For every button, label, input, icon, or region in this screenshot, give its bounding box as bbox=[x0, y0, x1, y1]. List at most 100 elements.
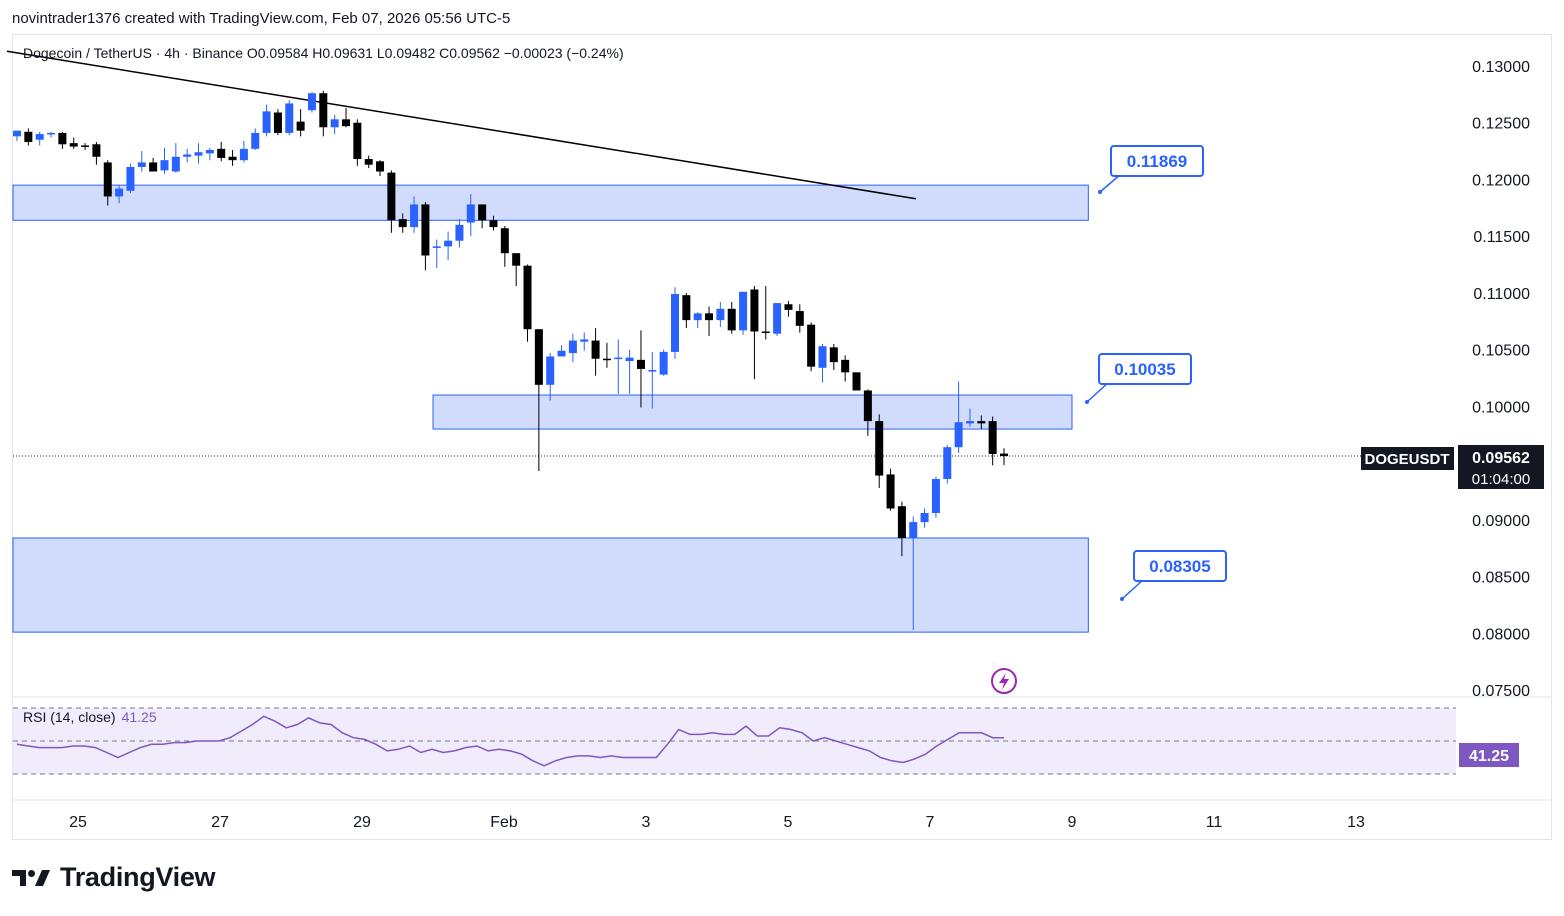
price-zone bbox=[12, 537, 1089, 633]
candle-body bbox=[693, 313, 702, 321]
y-tick-label: 0.10500 bbox=[1472, 343, 1530, 360]
candle-body bbox=[909, 522, 918, 538]
candle-body bbox=[1000, 453, 1008, 457]
candle-body bbox=[602, 358, 611, 361]
candle-body bbox=[319, 93, 328, 128]
candle-body bbox=[330, 119, 339, 128]
candle-body bbox=[818, 346, 827, 368]
candle-body bbox=[557, 350, 566, 357]
symbol-price-tag bbox=[1361, 447, 1454, 470]
candle-body bbox=[534, 329, 543, 385]
candle-body bbox=[636, 359, 645, 369]
candle-body bbox=[750, 289, 759, 332]
y-tick-label: 0.07500 bbox=[1472, 683, 1530, 700]
candle-body bbox=[591, 340, 600, 359]
candle-body bbox=[285, 103, 294, 133]
last-price-countdown: 01:04:00 bbox=[1472, 471, 1530, 488]
rsi-legend: RSI (14, close) 41.25 bbox=[23, 709, 157, 725]
symbol-price-tag-label: DOGEUSDT bbox=[1364, 451, 1449, 468]
callout-anchor bbox=[1098, 190, 1102, 194]
lightning-bolt-icon bbox=[999, 673, 1009, 690]
candle-body bbox=[920, 513, 929, 523]
candle-body bbox=[614, 357, 623, 360]
candle-body bbox=[988, 421, 997, 455]
candle-body bbox=[784, 304, 793, 310]
brand-name: TradingView bbox=[60, 862, 216, 892]
candle-body bbox=[126, 166, 135, 191]
candle-body bbox=[886, 474, 895, 509]
candle-body bbox=[183, 154, 192, 157]
rsi-value-tag bbox=[1459, 743, 1519, 767]
y-tick-label: 0.11500 bbox=[1473, 229, 1530, 246]
zone-label: 0.08305 bbox=[1149, 557, 1210, 576]
zone-label-box bbox=[1098, 353, 1192, 385]
price-zone bbox=[12, 184, 1089, 221]
candle-body bbox=[773, 303, 782, 334]
candle-body bbox=[81, 145, 90, 147]
candle-body bbox=[829, 347, 838, 363]
candle-body bbox=[512, 253, 521, 266]
zone-label-box bbox=[1133, 550, 1227, 582]
candle-body bbox=[671, 294, 679, 352]
candle-body bbox=[398, 219, 407, 228]
x-tick-label: 27 bbox=[211, 814, 229, 831]
candle-body bbox=[160, 160, 169, 171]
candle-body bbox=[489, 220, 498, 228]
candle-body bbox=[716, 308, 725, 321]
candle-body bbox=[943, 447, 952, 479]
candle-body bbox=[228, 156, 237, 161]
callout-pointer bbox=[1121, 578, 1145, 600]
y-tick-label: 0.12000 bbox=[1472, 172, 1530, 189]
callout-anchor bbox=[1120, 597, 1124, 601]
candle-body bbox=[58, 132, 67, 145]
candle-body bbox=[92, 144, 101, 157]
candle-body bbox=[421, 204, 430, 256]
callout-pointer bbox=[1086, 381, 1110, 403]
last-price-tag bbox=[1458, 445, 1544, 489]
tradingview-logo-icon bbox=[12, 869, 50, 886]
candle-body bbox=[239, 148, 248, 161]
candle-body bbox=[705, 313, 714, 321]
rsi-value: 41.25 bbox=[121, 709, 157, 725]
candle-body bbox=[739, 291, 748, 331]
candle-body bbox=[364, 159, 373, 165]
y-tick-label: 0.10000 bbox=[1472, 399, 1530, 416]
candle-body bbox=[466, 204, 475, 223]
candle-body bbox=[977, 421, 986, 424]
candle-body bbox=[568, 340, 577, 354]
zone-label: 0.10035 bbox=[1114, 360, 1175, 379]
candle-body bbox=[863, 390, 872, 422]
author-header: novintrader1376 created with TradingView… bbox=[12, 10, 511, 27]
candle-body bbox=[807, 324, 816, 367]
x-tick-label: 13 bbox=[1347, 814, 1365, 831]
candle-body bbox=[387, 172, 396, 221]
y-tick-label: 0.11000 bbox=[1473, 286, 1530, 303]
candle-body bbox=[931, 478, 940, 514]
y-tick-label: 0.08500 bbox=[1472, 570, 1530, 587]
candle-body bbox=[47, 132, 56, 135]
tradingview-brand[interactable]: TradingView bbox=[12, 862, 216, 893]
candle-body bbox=[954, 422, 963, 448]
x-tick-label: 9 bbox=[1068, 814, 1077, 831]
candle-body bbox=[194, 152, 203, 156]
candle-body bbox=[262, 111, 271, 133]
last-price-value: 0.09562 bbox=[1472, 450, 1530, 467]
trendline bbox=[6, 50, 916, 200]
candle-body bbox=[852, 372, 861, 391]
x-tick-label: 5 bbox=[784, 814, 793, 831]
candle-body bbox=[727, 308, 736, 331]
candle-body bbox=[897, 506, 906, 538]
x-tick-label: 25 bbox=[69, 814, 87, 831]
callout-anchor bbox=[1085, 400, 1089, 404]
candle-body bbox=[625, 357, 634, 361]
candle-body bbox=[410, 204, 419, 228]
price-zone bbox=[432, 394, 1073, 430]
x-tick-label: 3 bbox=[642, 814, 651, 831]
candle-body bbox=[478, 204, 487, 221]
rsi-value-tag-label: 41.25 bbox=[1469, 748, 1509, 765]
candle-body bbox=[648, 370, 657, 372]
candle-body bbox=[761, 331, 770, 333]
candle-body bbox=[24, 131, 33, 143]
candle-body bbox=[376, 161, 385, 172]
